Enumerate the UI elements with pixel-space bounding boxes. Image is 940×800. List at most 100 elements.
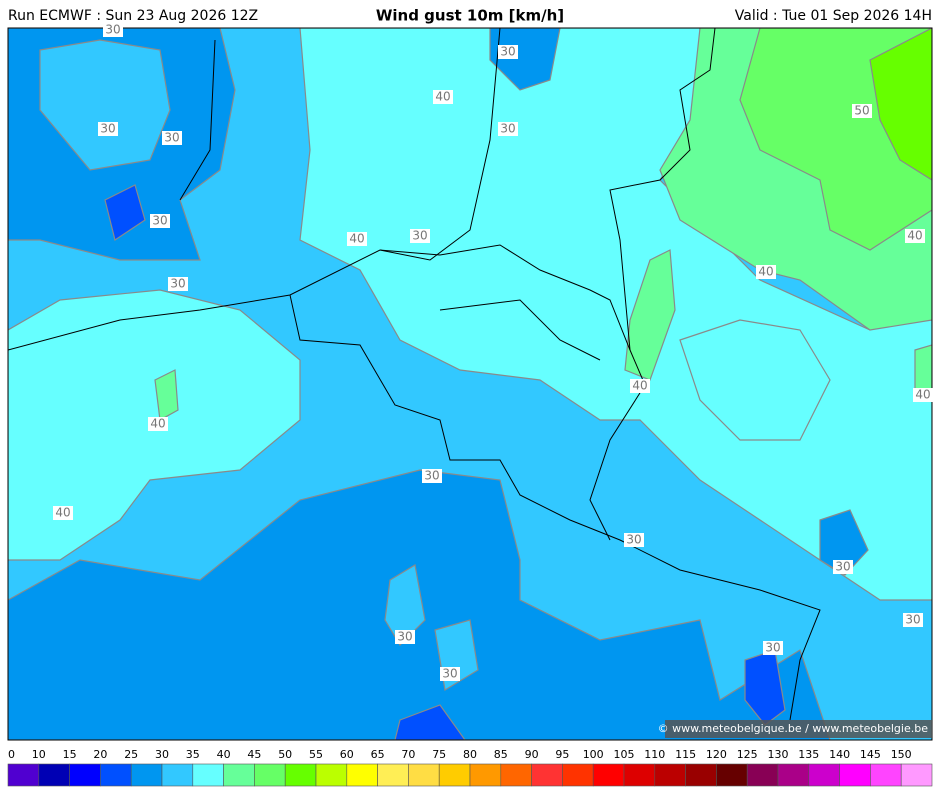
contour-label: 30 xyxy=(397,630,412,644)
contour-label: 30 xyxy=(442,667,457,681)
colorbar-label: 105 xyxy=(614,748,635,761)
colorbar-swatch xyxy=(192,763,224,787)
colorbar-label: 75 xyxy=(432,748,446,761)
contour-label: 40 xyxy=(915,388,930,402)
colorbar-label: 65 xyxy=(371,748,385,761)
colorbar-label: 55 xyxy=(309,748,323,761)
contour-label: 40 xyxy=(150,417,165,431)
contour-label: 30 xyxy=(765,641,780,655)
contour-label: 30 xyxy=(105,23,120,37)
colorbar-swatch xyxy=(38,763,70,787)
colorbar-label: 145 xyxy=(860,748,881,761)
colorbar-label: 20 xyxy=(93,748,107,761)
contour-label-bg xyxy=(498,45,518,59)
colorbar-swatch xyxy=(69,763,101,787)
contour-label-bg xyxy=(630,379,650,393)
colorbar-swatch xyxy=(716,763,748,787)
contour-labels: 30 30 30 30 30 30 30 30 30 30 30 30 30 30 30 40 40 40 40 40… xyxy=(53,23,933,681)
contour-label-bg xyxy=(624,533,644,547)
colorbar-swatch xyxy=(161,763,194,787)
colorbar-label: 15 xyxy=(63,748,77,761)
colorbar-label: 70 xyxy=(401,748,415,761)
colorbar-label: 120 xyxy=(706,748,727,761)
colorbar-label: 35 xyxy=(186,748,200,761)
colorbar-swatch xyxy=(500,763,532,787)
colorbar-label: 50 xyxy=(278,748,292,761)
colorbar-label: 110 xyxy=(644,748,665,761)
colorbar-swatch xyxy=(438,763,471,787)
colorbar-swatch xyxy=(777,763,810,787)
colorbar-label: 150 xyxy=(891,748,912,761)
contour-label-bg xyxy=(852,104,872,118)
contour-label-bg xyxy=(103,23,123,37)
colorbar-swatch xyxy=(685,763,717,787)
colorbar-label: 40 xyxy=(217,748,231,761)
contour-label: 30 xyxy=(626,533,641,547)
run-label: Run ECMWF : Sun 23 Aug 2026 12Z xyxy=(8,8,258,24)
colorbar-label: 60 xyxy=(340,748,354,761)
contour-label-bg xyxy=(756,265,776,279)
colorbar-swatch xyxy=(130,763,163,787)
contour-label-bg xyxy=(347,232,367,246)
colorbar-label: 80 xyxy=(463,748,477,761)
colorbar-swatch xyxy=(223,763,255,787)
contour-label-bg xyxy=(913,388,933,402)
contour-label: 30 xyxy=(412,229,427,243)
colorbar-swatch xyxy=(254,763,286,787)
colorbar-label: 95 xyxy=(555,748,569,761)
colorbar-swatch xyxy=(469,763,502,787)
colorbar-swatch xyxy=(746,763,779,787)
colorbar-label: 45 xyxy=(247,748,261,761)
contour-label-bg xyxy=(833,560,853,574)
colorbar-label: 100 xyxy=(583,748,604,761)
colorbar-swatch xyxy=(284,763,317,787)
contour-label: 30 xyxy=(152,214,167,228)
contour-label-bg xyxy=(150,214,170,228)
valid-label: Valid : Tue 01 Sep 2026 14H xyxy=(735,8,932,24)
colorbar-label: 125 xyxy=(737,748,758,761)
copyright: © www.meteobelgique.be / www.meteobelgie… xyxy=(658,722,929,735)
colorbar-swatch xyxy=(562,763,594,787)
colorbar-swatch xyxy=(592,763,625,787)
colorbar-swatch xyxy=(654,763,686,787)
contour-label-bg xyxy=(395,630,415,644)
colorbar-label: 10 xyxy=(32,748,46,761)
contour-label-bg xyxy=(903,613,923,627)
contour-label: 40 xyxy=(758,265,773,279)
contour-label-bg xyxy=(440,667,460,681)
colorbar-label: 115 xyxy=(675,748,696,761)
contour-label-bg xyxy=(422,469,442,483)
contour-label: 40 xyxy=(632,379,647,393)
colorbar-swatch xyxy=(839,763,871,787)
contour-label: 50 xyxy=(854,104,869,118)
colorbar-label: 85 xyxy=(494,748,508,761)
contour-label-bg xyxy=(410,229,430,243)
contour-label-bg xyxy=(148,417,168,431)
colorbar-label: 90 xyxy=(525,748,539,761)
contour-label: 30 xyxy=(424,469,439,483)
colorbar-label: 130 xyxy=(768,748,789,761)
colorbar-swatch xyxy=(100,763,132,787)
colorbar-swatch xyxy=(377,763,409,787)
contour-label-bg xyxy=(433,90,453,104)
copyright-box xyxy=(665,720,932,738)
colorbar-swatch xyxy=(315,763,348,787)
contour-label: 40 xyxy=(55,506,70,520)
contour-label-bg xyxy=(162,131,182,145)
contour-label-bg xyxy=(53,506,73,520)
colorbar-label: 0 xyxy=(8,748,15,761)
colorbar-swatch xyxy=(623,763,656,787)
contour-label: 30 xyxy=(835,560,850,574)
colorbar-swatch xyxy=(346,763,378,787)
colorbar-swatch xyxy=(408,763,440,787)
colorbar-label: 140 xyxy=(829,748,850,761)
colorbar-label: 25 xyxy=(124,748,138,761)
contour-label: 30 xyxy=(500,122,515,136)
contour-label: 30 xyxy=(100,122,115,136)
contour-label-bg xyxy=(498,122,518,136)
colorbar-swatch xyxy=(870,763,902,787)
colorbar-swatch xyxy=(808,763,840,787)
colorbar-label: 30 xyxy=(155,748,169,761)
